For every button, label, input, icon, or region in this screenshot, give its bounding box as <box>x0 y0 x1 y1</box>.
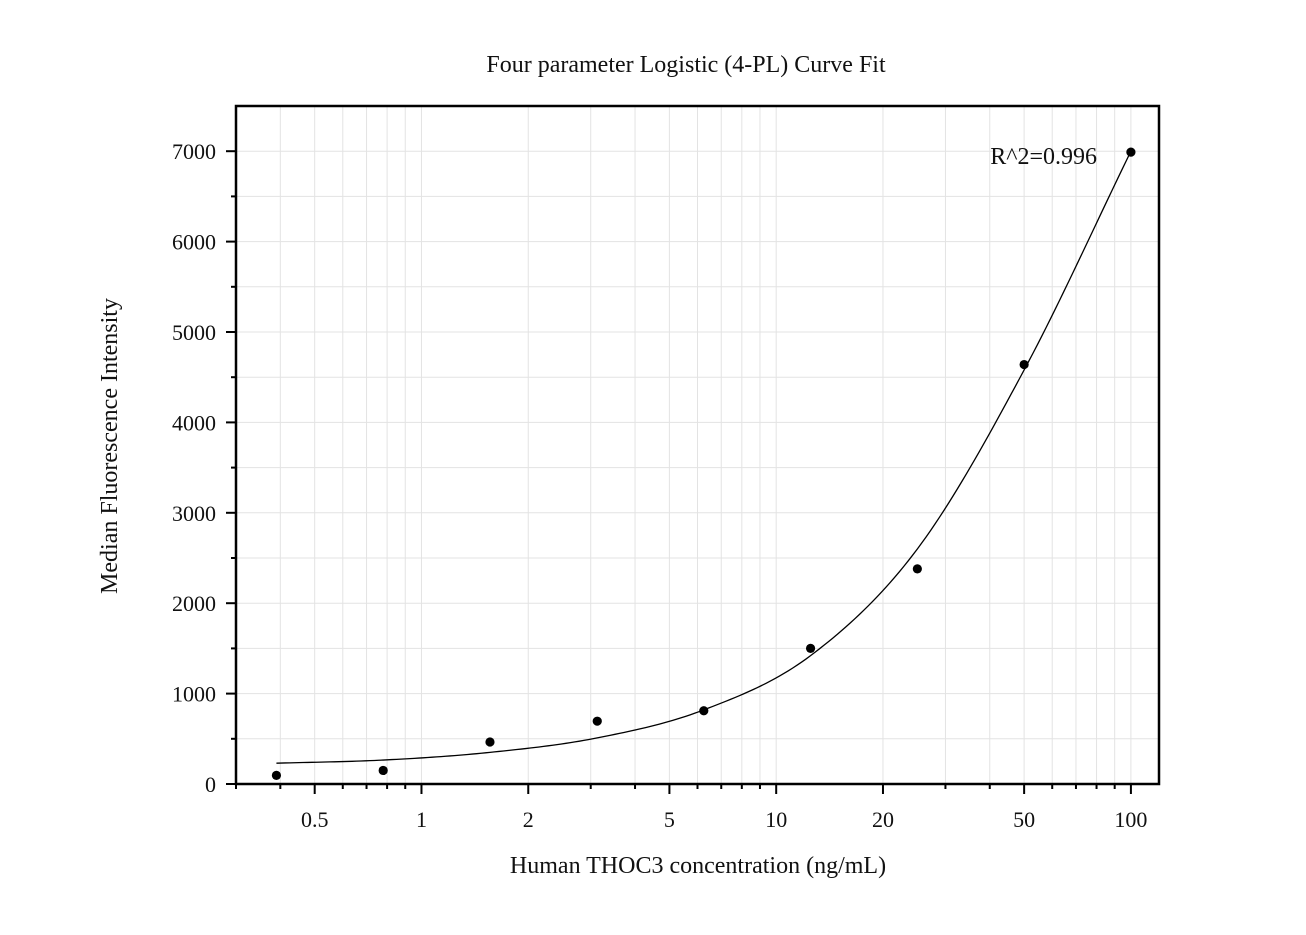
x-tick-label: 1 <box>416 807 427 832</box>
data-point <box>378 765 388 776</box>
data-point <box>699 706 709 716</box>
x-tick-label: 2 <box>523 807 534 832</box>
data-point <box>805 643 816 654</box>
x-tick-label: 100 <box>1114 807 1147 832</box>
x-axis-title: Human THOC3 concentration (ng/mL) <box>510 853 886 879</box>
x-tick-label: 0.5 <box>301 807 329 832</box>
data-point <box>271 770 282 781</box>
x-tick-label: 10 <box>765 807 787 832</box>
r-squared-annotation: R^2=0.996 <box>990 144 1097 170</box>
data-point <box>1126 147 1136 157</box>
y-axis-title: Median Fluorescence Intensity <box>97 298 123 594</box>
data-point <box>485 737 495 747</box>
x-tick-label: 20 <box>872 807 894 832</box>
y-tick-label: 3000 <box>172 501 216 526</box>
y-tick-label: 0 <box>205 772 216 797</box>
y-tick-label: 7000 <box>172 139 216 164</box>
x-axis-tick-labels: 0.5 1 2 5 10 20 50 100 <box>301 807 1147 832</box>
y-tick-label: 4000 <box>172 410 216 435</box>
x-tick-label: 5 <box>664 807 675 832</box>
data-point <box>1019 359 1029 370</box>
y-axis-tick-labels: 0 1000 2000 3000 4000 5000 6000 7000 <box>172 139 216 797</box>
data-points <box>271 147 1136 781</box>
x-tick-label: 50 <box>1013 807 1035 832</box>
axis-ticks <box>226 150 1132 794</box>
y-tick-label: 5000 <box>172 320 216 345</box>
chart-title: Four parameter Logistic (4-PL) Curve Fit <box>486 52 886 78</box>
y-tick-label: 1000 <box>172 682 216 707</box>
y-tick-label: 2000 <box>172 591 216 616</box>
fit-curve-line <box>276 150 1132 764</box>
data-point <box>912 564 922 574</box>
grid <box>235 106 1159 785</box>
y-tick-label: 6000 <box>172 230 216 255</box>
data-point <box>592 716 602 726</box>
